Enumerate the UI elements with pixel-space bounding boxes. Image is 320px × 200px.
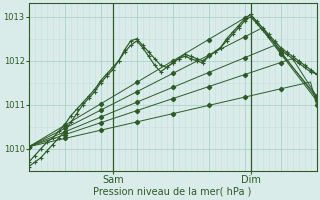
X-axis label: Pression niveau de la mer( hPa ): Pression niveau de la mer( hPa )	[93, 187, 252, 197]
